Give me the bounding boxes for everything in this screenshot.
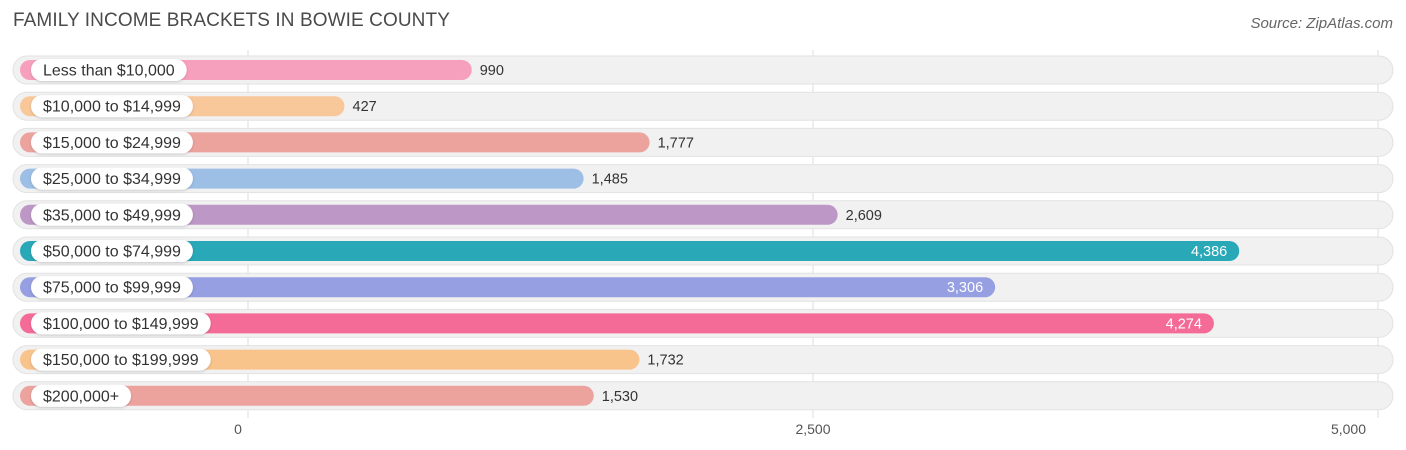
value-label: 1,732 <box>647 353 683 369</box>
category-label: $10,000 to $14,999 <box>43 99 181 116</box>
value-label: 1,530 <box>602 389 638 405</box>
bar-row: $25,000 to $34,999 1,485 <box>12 164 1394 194</box>
value-label: 990 <box>480 63 504 79</box>
x-tick-label: 2,500 <box>795 421 830 437</box>
value-label: 427 <box>353 99 377 115</box>
bar-row: $15,000 to $24,999 1,777 <box>12 127 1394 157</box>
bar <box>20 385 594 406</box>
bar-row: $50,000 to $74,999 4,386 <box>12 236 1394 266</box>
bar <box>20 241 1240 261</box>
bar-row: Less than $10,000 990 <box>12 55 1394 85</box>
category-pill <box>31 203 193 226</box>
category-label: $50,000 to $74,999 <box>43 244 181 261</box>
bar-row: $35,000 to $49,999 2,609 <box>12 200 1394 230</box>
category-label: $75,000 to $99,999 <box>43 280 181 297</box>
category-pill <box>31 95 193 118</box>
category-label: $200,000+ <box>43 388 119 405</box>
category-label: $15,000 to $24,999 <box>43 135 181 152</box>
category-pill <box>31 276 193 299</box>
category-pill <box>31 59 187 81</box>
category-pill <box>31 240 193 262</box>
category-pill <box>31 348 211 371</box>
x-tick-label: 0 <box>234 421 242 437</box>
bar-row: $100,000 to $149,999 4,274 <box>12 308 1394 338</box>
value-label: 1,485 <box>592 172 628 188</box>
source-note: Source: ZipAtlas.com <box>1250 15 1393 32</box>
bar-row: $10,000 to $14,999 427 <box>12 91 1394 121</box>
category-pill <box>31 384 132 407</box>
chart-title: FAMILY INCOME BRACKETS IN BOWIE COUNTY <box>13 10 450 31</box>
bar <box>20 204 838 225</box>
value-label: 2,609 <box>846 208 882 224</box>
bar-track <box>12 91 1394 121</box>
category-pill <box>31 167 193 190</box>
category-label: $25,000 to $34,999 <box>43 171 181 188</box>
bar <box>20 277 996 298</box>
value-label: 4,274 <box>1166 316 1202 332</box>
bar <box>20 313 1214 334</box>
x-tick-label: 5,000 <box>1331 421 1366 437</box>
bar-row: $150,000 to $199,999 1,732 <box>12 345 1394 375</box>
category-pill <box>31 312 211 335</box>
bar-row: $200,000+ 1,530 <box>12 381 1394 411</box>
category-label: $35,000 to $49,999 <box>43 207 181 224</box>
category-pill <box>31 131 193 154</box>
value-label: 1,777 <box>658 135 694 151</box>
value-label: 4,386 <box>1191 244 1227 260</box>
category-label: $100,000 to $149,999 <box>43 316 199 333</box>
category-label: Less than $10,000 <box>43 63 175 80</box>
value-label: 3,306 <box>947 280 983 296</box>
bar-row: $75,000 to $99,999 3,306 <box>12 272 1394 302</box>
category-label: $150,000 to $199,999 <box>43 352 199 369</box>
